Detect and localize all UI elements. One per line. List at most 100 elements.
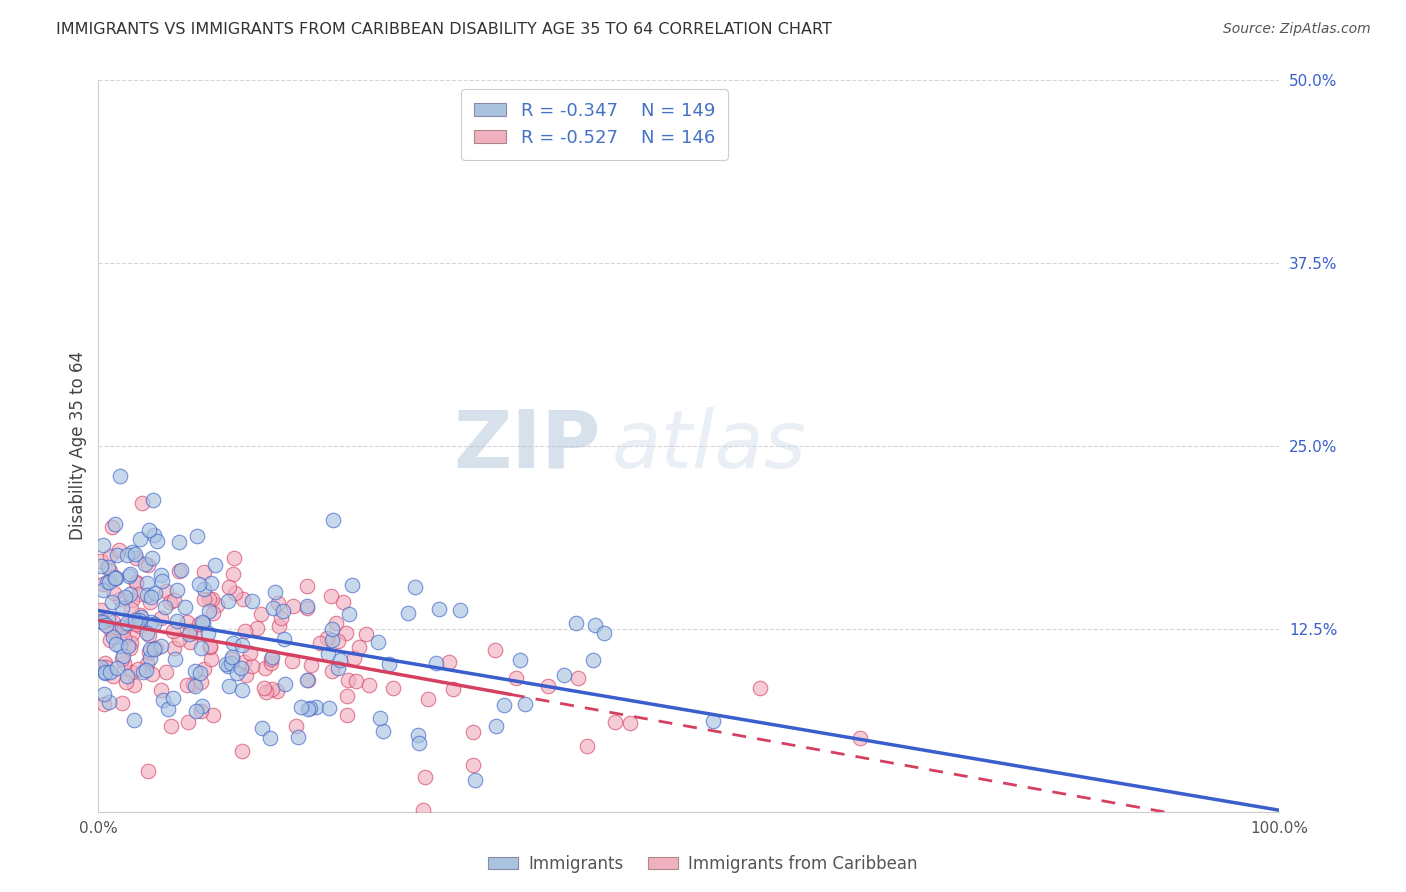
Point [250, 721, 273, 735]
Point [509, 653, 531, 667]
Point [141, 590, 163, 604]
Point [105, 571, 128, 585]
Point [181, 676, 204, 690]
Point [114, 674, 136, 689]
Point [344, 673, 367, 688]
Point [290, 700, 312, 714]
Point [190, 704, 212, 718]
Point [191, 698, 214, 713]
Point [443, 682, 465, 697]
Point [145, 640, 167, 655]
Point [157, 702, 180, 716]
Point [105, 548, 128, 562]
Point [337, 607, 360, 621]
Point [167, 564, 190, 578]
Point [179, 635, 201, 649]
Point [101, 519, 124, 533]
Point [120, 635, 142, 649]
Point [201, 592, 224, 607]
Point [121, 602, 143, 616]
Point [115, 669, 138, 683]
Point [134, 557, 156, 571]
Point [267, 619, 290, 633]
Point [297, 673, 319, 687]
Point [101, 615, 124, 629]
Point [98, 622, 121, 636]
Point [190, 640, 212, 655]
Legend: Immigrants, Immigrants from Caribbean: Immigrants, Immigrants from Caribbean [481, 848, 925, 880]
Point [166, 614, 188, 628]
Point [193, 615, 215, 630]
Point [231, 744, 253, 758]
Point [139, 651, 162, 665]
Point [111, 696, 134, 710]
Point [367, 635, 389, 649]
Point [485, 719, 508, 733]
Point [122, 713, 145, 727]
Point [284, 719, 307, 733]
Point [118, 567, 141, 582]
Point [125, 574, 148, 589]
Point [281, 599, 304, 613]
Point [593, 625, 616, 640]
Point [118, 587, 141, 601]
Point [136, 657, 159, 671]
Point [94, 665, 117, 679]
Point [416, 692, 439, 706]
Point [163, 652, 186, 666]
Point [128, 532, 150, 546]
Point [186, 529, 208, 543]
Point [368, 711, 391, 725]
Point [464, 772, 486, 787]
Point [565, 615, 588, 630]
Point [125, 617, 148, 632]
Point [141, 667, 163, 681]
Point [152, 574, 174, 588]
Point [297, 599, 319, 613]
Point [259, 652, 281, 666]
Point [513, 697, 536, 711]
Point [96, 575, 118, 590]
Point [187, 616, 209, 631]
Point [150, 568, 173, 582]
Point [193, 662, 215, 676]
Point [138, 558, 160, 572]
Point [118, 569, 141, 583]
Point [121, 627, 143, 641]
Point [461, 758, 484, 772]
Point [505, 671, 527, 685]
Point [219, 657, 242, 671]
Point [159, 719, 181, 733]
Point [335, 626, 357, 640]
Point [129, 610, 152, 624]
Point [149, 639, 172, 653]
Point [318, 701, 340, 715]
Point [177, 714, 200, 729]
Point [139, 641, 162, 656]
Point [94, 618, 117, 632]
Point [273, 604, 295, 618]
Point [129, 607, 152, 622]
Point [245, 621, 267, 635]
Point [200, 640, 222, 655]
Point [321, 622, 343, 636]
Point [152, 693, 174, 707]
Point [218, 580, 240, 594]
Point [176, 615, 198, 629]
Point [404, 580, 426, 594]
Point [406, 728, 429, 742]
Point [117, 639, 139, 653]
Point [412, 803, 434, 817]
Point [281, 654, 304, 668]
Point [103, 586, 125, 600]
Point [101, 669, 124, 683]
Point [91, 538, 114, 552]
Point [231, 682, 253, 697]
Point [321, 664, 343, 678]
Point [336, 689, 359, 703]
Point [159, 595, 181, 609]
Point [249, 607, 271, 621]
Point [108, 640, 131, 654]
Point [413, 770, 436, 784]
Point [198, 604, 221, 618]
